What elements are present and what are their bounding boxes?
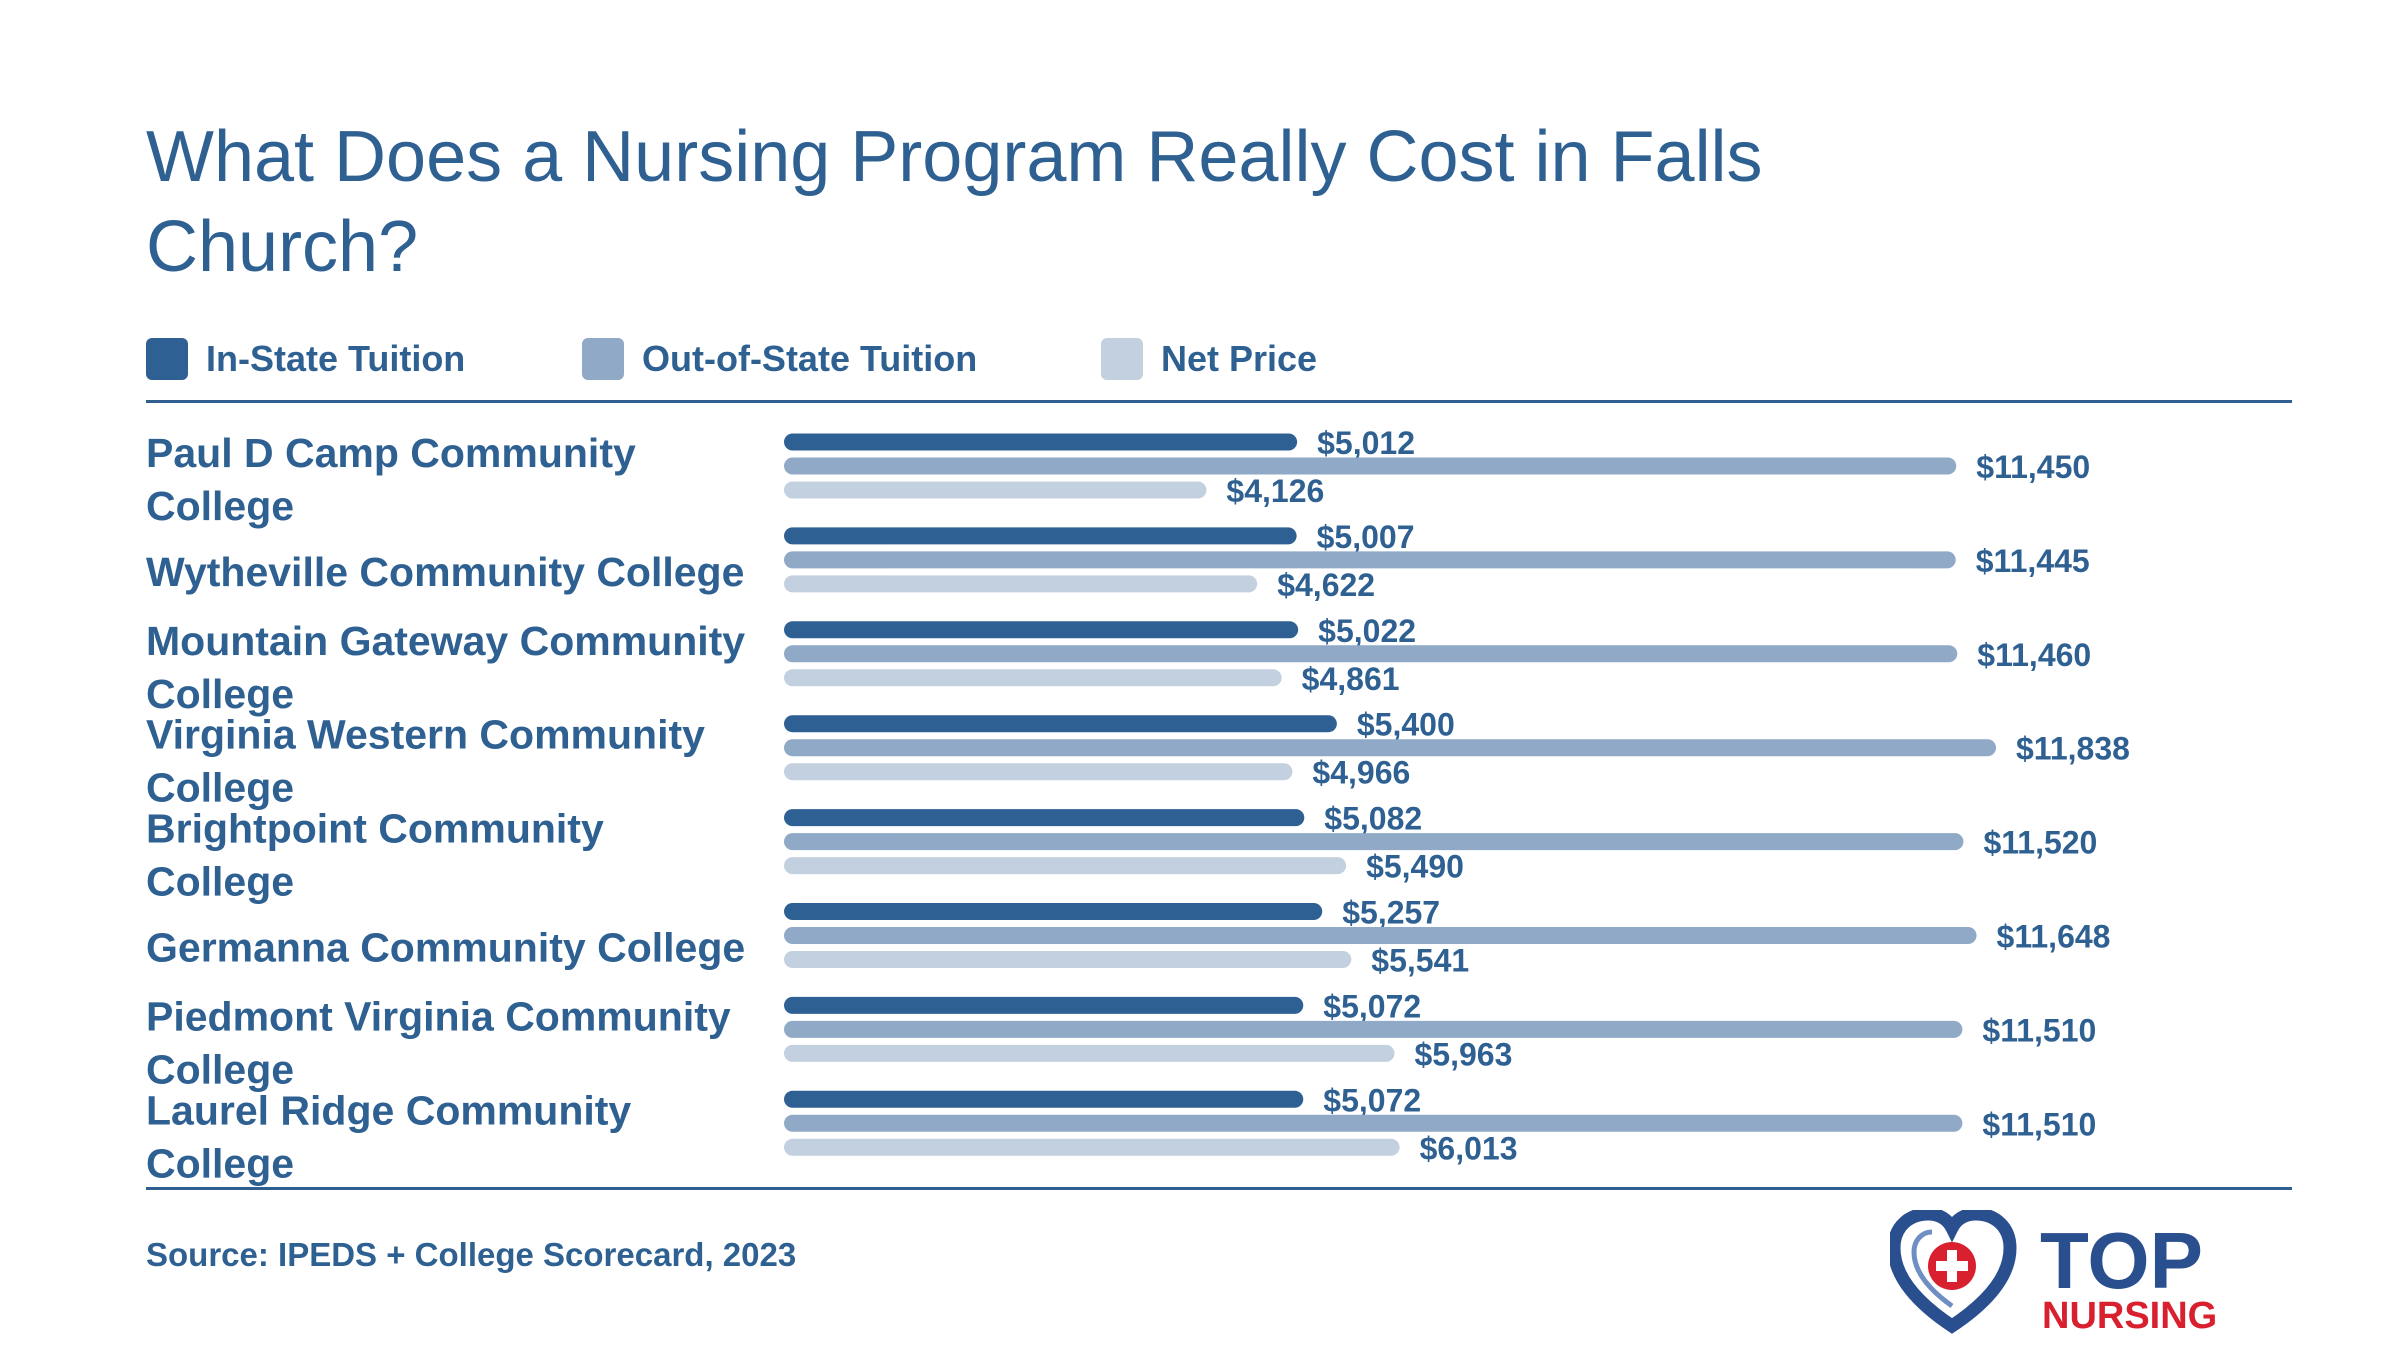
- legend-item-net-price: Net Price: [1101, 336, 1317, 382]
- data-label-net-price: $5,963: [1415, 1036, 1513, 1072]
- source-note: Source: IPEDS + College Scorecard, 2023: [146, 1236, 797, 1273]
- legend-swatch-net-price: [1101, 338, 1143, 380]
- data-label-net-price: $5,490: [1366, 849, 1464, 885]
- top-nursing-logo: TOP NURSING: [1890, 1210, 2217, 1335]
- data-label-in-state: $5,022: [1318, 613, 1416, 649]
- cross-icon: [1928, 1242, 1976, 1290]
- bar-out-of-state: [784, 645, 1958, 663]
- logo-top-text: TOP: [2040, 1216, 2203, 1305]
- data-label-in-state: $5,072: [1323, 988, 1421, 1024]
- data-label-in-state: $5,400: [1357, 707, 1455, 743]
- bar-in-state: [784, 903, 1323, 920]
- bar-net-price: [784, 763, 1293, 781]
- bottom-divider: [146, 1187, 2292, 1190]
- bar-in-state: [784, 1090, 1304, 1108]
- legend-label-in-state: In-State Tuition: [206, 338, 466, 379]
- bar-in-state: [784, 527, 1297, 545]
- data-label-net-price: $5,541: [1371, 943, 1469, 979]
- bar-in-state: [784, 621, 1299, 639]
- bar-net-price: [784, 951, 1352, 968]
- bar-in-state: [784, 433, 1298, 451]
- bar-out-of-state: [784, 551, 1956, 569]
- top-divider: [146, 400, 2292, 403]
- bar-out-of-state: [784, 833, 1964, 851]
- logo-nursing-text: NURSING: [2042, 1295, 2217, 1335]
- category-label: Mountain Gateway Community College: [146, 618, 745, 717]
- data-label-net-price: $6,013: [1420, 1130, 1518, 1166]
- chart-title: What Does a Nursing Program Really Cost …: [146, 117, 1763, 287]
- legend-label-out-of-state: Out-of-State Tuition: [642, 338, 978, 379]
- category-label: Paul D Camp Community College: [146, 430, 636, 529]
- bar-net-price: [784, 575, 1258, 593]
- bar-net-price: [784, 857, 1347, 875]
- bar-net-price: [784, 1138, 1400, 1156]
- legend-swatch-in-state: [146, 338, 188, 380]
- bar-out-of-state: [784, 1114, 1963, 1132]
- data-label-in-state: $5,257: [1342, 895, 1440, 931]
- bar-in-state: [784, 715, 1337, 733]
- data-label-out-of-state: $11,510: [1982, 1012, 2096, 1048]
- category-label: Virginia Western Community College: [146, 712, 705, 811]
- data-label-in-state: $5,012: [1317, 425, 1415, 461]
- data-label-in-state: $5,082: [1324, 801, 1422, 837]
- data-label-out-of-state: $11,838: [2016, 731, 2130, 767]
- legend-label-net-price: Net Price: [1161, 338, 1318, 379]
- data-label-out-of-state: $11,520: [1983, 825, 2097, 861]
- data-label-net-price: $4,861: [1302, 661, 1400, 697]
- data-label-in-state: $5,007: [1317, 519, 1415, 555]
- bar-in-state: [784, 996, 1304, 1014]
- data-label-out-of-state: $11,445: [1976, 543, 2090, 579]
- category-label: Germanna Community College: [146, 925, 745, 971]
- category-label: Brightpoint Community College: [146, 806, 604, 905]
- legend-swatch-out-of-state: [582, 338, 624, 380]
- legend-item-in-state: In-State Tuition: [146, 336, 465, 382]
- bar-out-of-state: [784, 1020, 1963, 1038]
- data-label-out-of-state: $11,460: [1977, 637, 2091, 673]
- category-label: Piedmont Virginia Community College: [146, 993, 731, 1092]
- bar-out-of-state: [784, 739, 1996, 757]
- data-label-out-of-state: $11,510: [1982, 1106, 2096, 1142]
- data-label-net-price: $4,622: [1277, 567, 1375, 603]
- bar-net-price: [784, 481, 1207, 499]
- data-label-net-price: $4,966: [1312, 755, 1410, 791]
- bar-net-price: [784, 1044, 1395, 1062]
- bar-in-state: [784, 809, 1305, 827]
- data-label-out-of-state: $11,450: [1976, 449, 2090, 485]
- legend-item-out-of-state: Out-of-State Tuition: [582, 336, 977, 382]
- data-label-net-price: $4,126: [1226, 473, 1324, 509]
- bar-out-of-state: [784, 927, 1977, 944]
- data-label-out-of-state: $11,648: [1997, 919, 2111, 955]
- bar-net-price: [784, 669, 1282, 687]
- category-label: Wytheville Community College: [146, 549, 744, 595]
- bar-out-of-state: [784, 457, 1957, 475]
- heart-icon: [1890, 1210, 2017, 1334]
- data-label-in-state: $5,072: [1323, 1082, 1421, 1118]
- category-label: Laurel Ridge Community College: [146, 1087, 631, 1186]
